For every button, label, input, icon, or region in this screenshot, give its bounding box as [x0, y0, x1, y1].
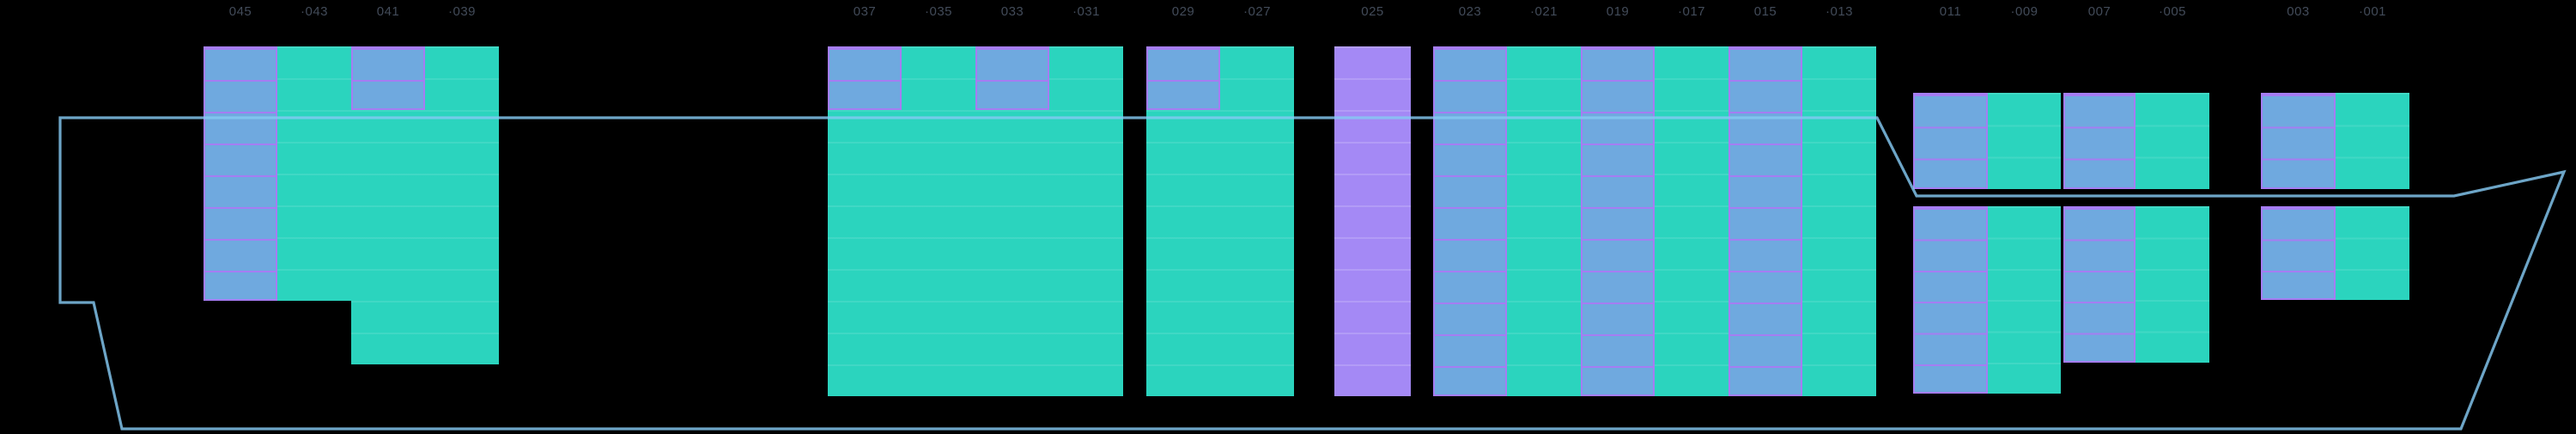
bay-035-teal-stack[interactable] — [902, 46, 975, 396]
bay-027-teal-stack[interactable] — [1220, 46, 1294, 396]
bay-label-007: 007 — [2087, 4, 2111, 19]
bay-021-teal-stack[interactable] — [1507, 46, 1581, 396]
bay-011-blue-stack[interactable] — [1913, 93, 1988, 189]
bay-label-003: 003 — [2287, 4, 2310, 19]
bay-label-011: 011 — [1939, 4, 1962, 19]
bay-label-039: ·039 — [447, 4, 477, 19]
bay-029-blue-stack[interactable] — [1146, 46, 1220, 110]
bay-label-031: ·031 — [1072, 4, 1101, 19]
bay-001-teal-stack[interactable] — [2336, 93, 2409, 189]
bay-003-blue-stack[interactable] — [2261, 206, 2336, 301]
bay-005-teal-stack[interactable] — [2136, 93, 2209, 189]
bay-001-teal-stack[interactable] — [2336, 206, 2409, 301]
bay-label-017: ·017 — [1677, 4, 1706, 19]
bay-043-teal-stack[interactable] — [277, 46, 351, 301]
bay-041-blue-stack[interactable] — [351, 46, 425, 110]
bay-037-teal-stack[interactable] — [828, 110, 902, 396]
bay-023-blue-stack[interactable] — [1433, 46, 1507, 396]
bay-009-teal-stack[interactable] — [1988, 93, 2061, 189]
bay-label-029: 029 — [1171, 4, 1195, 19]
bay-label-013: ·013 — [1825, 4, 1854, 19]
bay-011-blue-stack[interactable] — [1913, 206, 1988, 394]
bay-label-041: 041 — [376, 4, 400, 19]
bay-label-021: ·021 — [1529, 4, 1558, 19]
bay-009-teal-stack[interactable] — [1988, 206, 2061, 394]
bay-label-015: 015 — [1753, 4, 1777, 19]
bay-label-045: 045 — [228, 4, 252, 19]
bay-005-teal-stack[interactable] — [2136, 206, 2209, 363]
bay-label-019: 019 — [1606, 4, 1630, 19]
bay-label-027: ·027 — [1242, 4, 1272, 19]
bay-041-teal-stack[interactable] — [351, 110, 425, 364]
bay-007-blue-stack[interactable] — [2063, 93, 2136, 189]
bay-label-023: 023 — [1458, 4, 1482, 19]
bay-033-teal-stack[interactable] — [975, 110, 1049, 396]
bay-label-035: ·035 — [924, 4, 953, 19]
bay-033-blue-stack[interactable] — [975, 46, 1049, 110]
bay-037-blue-stack[interactable] — [828, 46, 902, 110]
bay-013-teal-stack[interactable] — [1802, 46, 1876, 396]
bay-label-001: ·001 — [2358, 4, 2387, 19]
bay-019-blue-stack[interactable] — [1581, 46, 1655, 396]
bay-015-blue-stack[interactable] — [1728, 46, 1802, 396]
bay-label-005: ·005 — [2158, 4, 2187, 19]
bay-label-037: 037 — [853, 4, 877, 19]
bay-039-teal-stack[interactable] — [425, 46, 499, 364]
bay-label-009: ·009 — [2010, 4, 2038, 19]
bay-029-teal-stack[interactable] — [1146, 110, 1220, 396]
bay-label-043: ·043 — [300, 4, 329, 19]
bay-017-teal-stack[interactable] — [1655, 46, 1728, 396]
bay-label-025: 025 — [1361, 4, 1384, 19]
bay-025-purple-stack[interactable] — [1334, 46, 1411, 396]
bay-label-033: 033 — [1000, 4, 1024, 19]
bay-031-teal-stack[interactable] — [1049, 46, 1123, 396]
bay-003-blue-stack[interactable] — [2261, 93, 2336, 189]
bay-007-blue-stack[interactable] — [2063, 206, 2136, 363]
bay-045-blue-stack[interactable] — [204, 46, 277, 301]
